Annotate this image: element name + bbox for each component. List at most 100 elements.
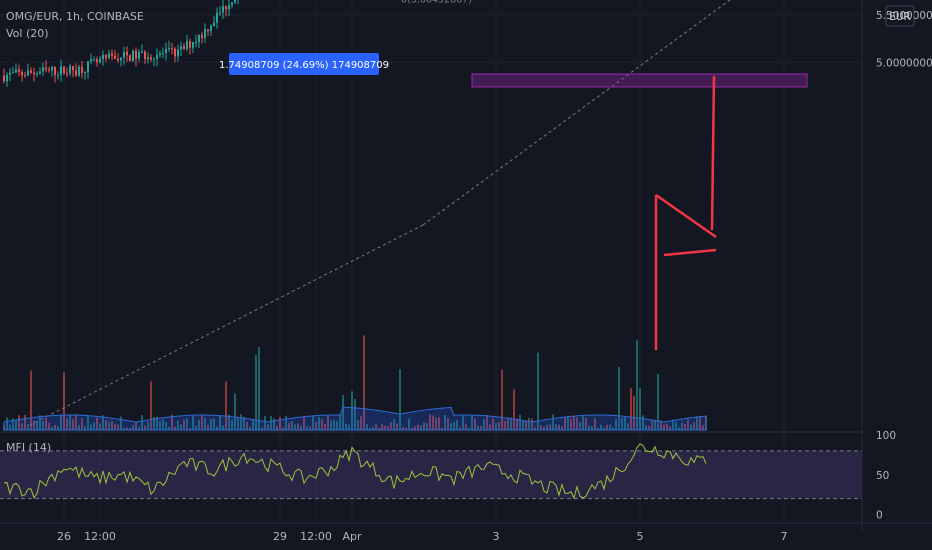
- candle-body: [129, 55, 131, 61]
- volume-bar: [45, 418, 47, 430]
- candle-body: [168, 48, 170, 50]
- volume-bar: [693, 422, 695, 430]
- volume-bar: [471, 414, 473, 430]
- volume-bar: [456, 419, 458, 430]
- currency-box[interactable]: [885, 5, 915, 27]
- volume-bar: [372, 426, 374, 430]
- volume-bar: [96, 417, 98, 430]
- currency-label[interactable]: EUR: [889, 11, 911, 23]
- candle-body: [48, 69, 50, 71]
- mfi-indicator-label[interactable]: MFI (14): [6, 441, 52, 454]
- volume-bar: [363, 335, 365, 430]
- candle-body: [141, 51, 143, 53]
- time-tick-label: Apr: [342, 530, 362, 543]
- volume-bar: [186, 418, 188, 430]
- volume-bar: [264, 415, 266, 430]
- volume-bar: [399, 369, 401, 430]
- candle-body: [210, 25, 212, 32]
- symbol-title[interactable]: OMG/EUR, 1h, COINBASE: [6, 10, 144, 23]
- volume-bar: [444, 415, 446, 430]
- target-rectangle[interactable]: [471, 73, 808, 88]
- volume-bar: [381, 423, 383, 430]
- volume-bar: [60, 415, 62, 430]
- volume-bar: [42, 420, 44, 430]
- price-scale[interactable]: 9.500000009.000000008.500000008.00000000…: [861, 0, 932, 550]
- volume-bar: [306, 426, 308, 430]
- volume-bar: [102, 415, 104, 430]
- fibonacci-retracement[interactable]: 1(8.85158220)0.786(8.16955274)0.618(7.63…: [29, 0, 731, 426]
- volume-bar: [576, 417, 578, 430]
- volume-bar: [483, 419, 485, 430]
- volume-bar: [240, 414, 242, 430]
- volume-bar: [585, 417, 587, 430]
- mfi-pane: [0, 443, 862, 500]
- volume-bar: [504, 421, 506, 430]
- volume-bar: [309, 426, 311, 430]
- grid: [0, 0, 862, 522]
- candle-body: [147, 57, 149, 60]
- candle-body: [117, 58, 119, 61]
- volume-bar: [378, 427, 380, 430]
- volume-bar: [588, 425, 590, 430]
- volume-bar: [12, 418, 14, 430]
- candle-body: [213, 22, 215, 26]
- volume-bar: [105, 420, 107, 430]
- volume-bar: [597, 427, 599, 430]
- candle-body: [219, 12, 221, 14]
- volume-bar: [159, 421, 161, 430]
- candle-body: [39, 71, 41, 74]
- volume-bar: [54, 424, 56, 430]
- volume-bar: [627, 423, 629, 430]
- candle-body: [189, 41, 191, 48]
- volume-bar: [294, 424, 296, 430]
- volume-bar: [495, 423, 497, 430]
- candle-body: [36, 73, 38, 75]
- volume-bar: [150, 381, 152, 430]
- volume-bar: [360, 416, 362, 430]
- volume-bar: [15, 420, 17, 430]
- volume-bar: [36, 422, 38, 430]
- volume-bar: [549, 424, 551, 430]
- volume-bar: [450, 422, 452, 430]
- time-axis[interactable]: 26 12:00 29 12:00 Apr 3 5 7: [0, 522, 932, 543]
- volume-bar: [222, 425, 224, 430]
- candle-body: [174, 48, 176, 57]
- volume-bar: [210, 419, 212, 430]
- candle-body: [225, 6, 227, 10]
- volume-bar: [573, 416, 575, 430]
- volume-bar: [687, 419, 689, 430]
- volume-bar: [468, 427, 470, 430]
- volume-bar: [90, 424, 92, 430]
- volume-bar: [27, 424, 29, 430]
- volume-bar: [348, 424, 350, 430]
- volume-bar: [63, 372, 65, 430]
- volume-moving-average: [3, 406, 707, 431]
- volume-bar: [639, 388, 641, 430]
- volume-bar: [201, 414, 203, 430]
- volume-bar: [435, 417, 437, 430]
- volume-bar: [21, 423, 23, 430]
- volume-bar: [291, 421, 293, 430]
- volume-bar: [546, 424, 548, 430]
- volume-bar: [57, 426, 59, 430]
- candle-body: [54, 66, 56, 75]
- volume-indicator-label[interactable]: Vol (20): [6, 27, 49, 40]
- volume-bar: [606, 424, 608, 430]
- volume-bar: [195, 425, 197, 430]
- volume-bar: [423, 422, 425, 430]
- candle-body: [3, 75, 5, 82]
- volume-bar: [51, 426, 53, 430]
- volume-bar: [402, 427, 404, 430]
- volume-bar: [513, 389, 515, 430]
- pennant-pattern[interactable]: [654, 75, 717, 350]
- volume-bar: [165, 421, 167, 430]
- volume-bar: [663, 424, 665, 430]
- volume-bar: [543, 426, 545, 430]
- volume-bar: [204, 417, 206, 430]
- volume-bar: [492, 418, 494, 430]
- volume-bar: [453, 422, 455, 430]
- volume-bar: [648, 425, 650, 430]
- volume-bar: [273, 418, 275, 430]
- measure-tool[interactable]: 1.74908709 (24.69%) 174908709: [214, 0, 392, 75]
